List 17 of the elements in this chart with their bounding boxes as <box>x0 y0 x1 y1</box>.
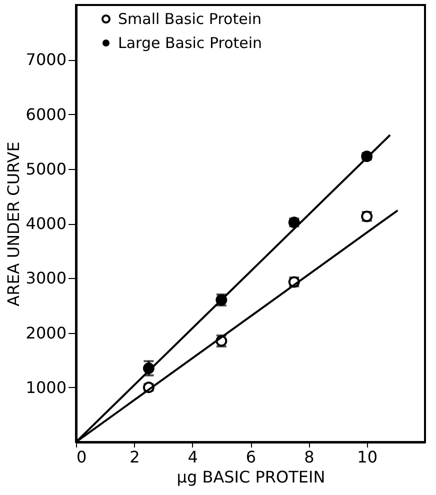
x-tick-label: 0 <box>76 448 87 466</box>
x-axis-title: μg BASIC PROTEIN <box>176 468 326 486</box>
y-tick-label: 4000 <box>26 214 66 233</box>
x-tick-label: 2 <box>130 448 140 466</box>
y-tick-label: 7000 <box>26 50 66 70</box>
x-tick-label: 8 <box>304 448 314 466</box>
x-tick-label: 10 <box>357 448 378 466</box>
x-tick-label: 4 <box>188 448 198 466</box>
legend-label: Large Basic Protein <box>118 34 262 52</box>
y-tick-label: 1000 <box>26 378 66 397</box>
y-tick-label: 2000 <box>26 323 66 342</box>
x-tick-label: 6 <box>246 448 256 466</box>
y-tick-label: 6000 <box>26 104 66 124</box>
y-tick-label: 5000 <box>26 159 66 178</box>
y-tick-label: 3000 <box>26 268 66 288</box>
y-axis-title: AREA UNDER CURVE <box>4 142 23 306</box>
legend-label: Small Basic Protein <box>118 10 262 28</box>
